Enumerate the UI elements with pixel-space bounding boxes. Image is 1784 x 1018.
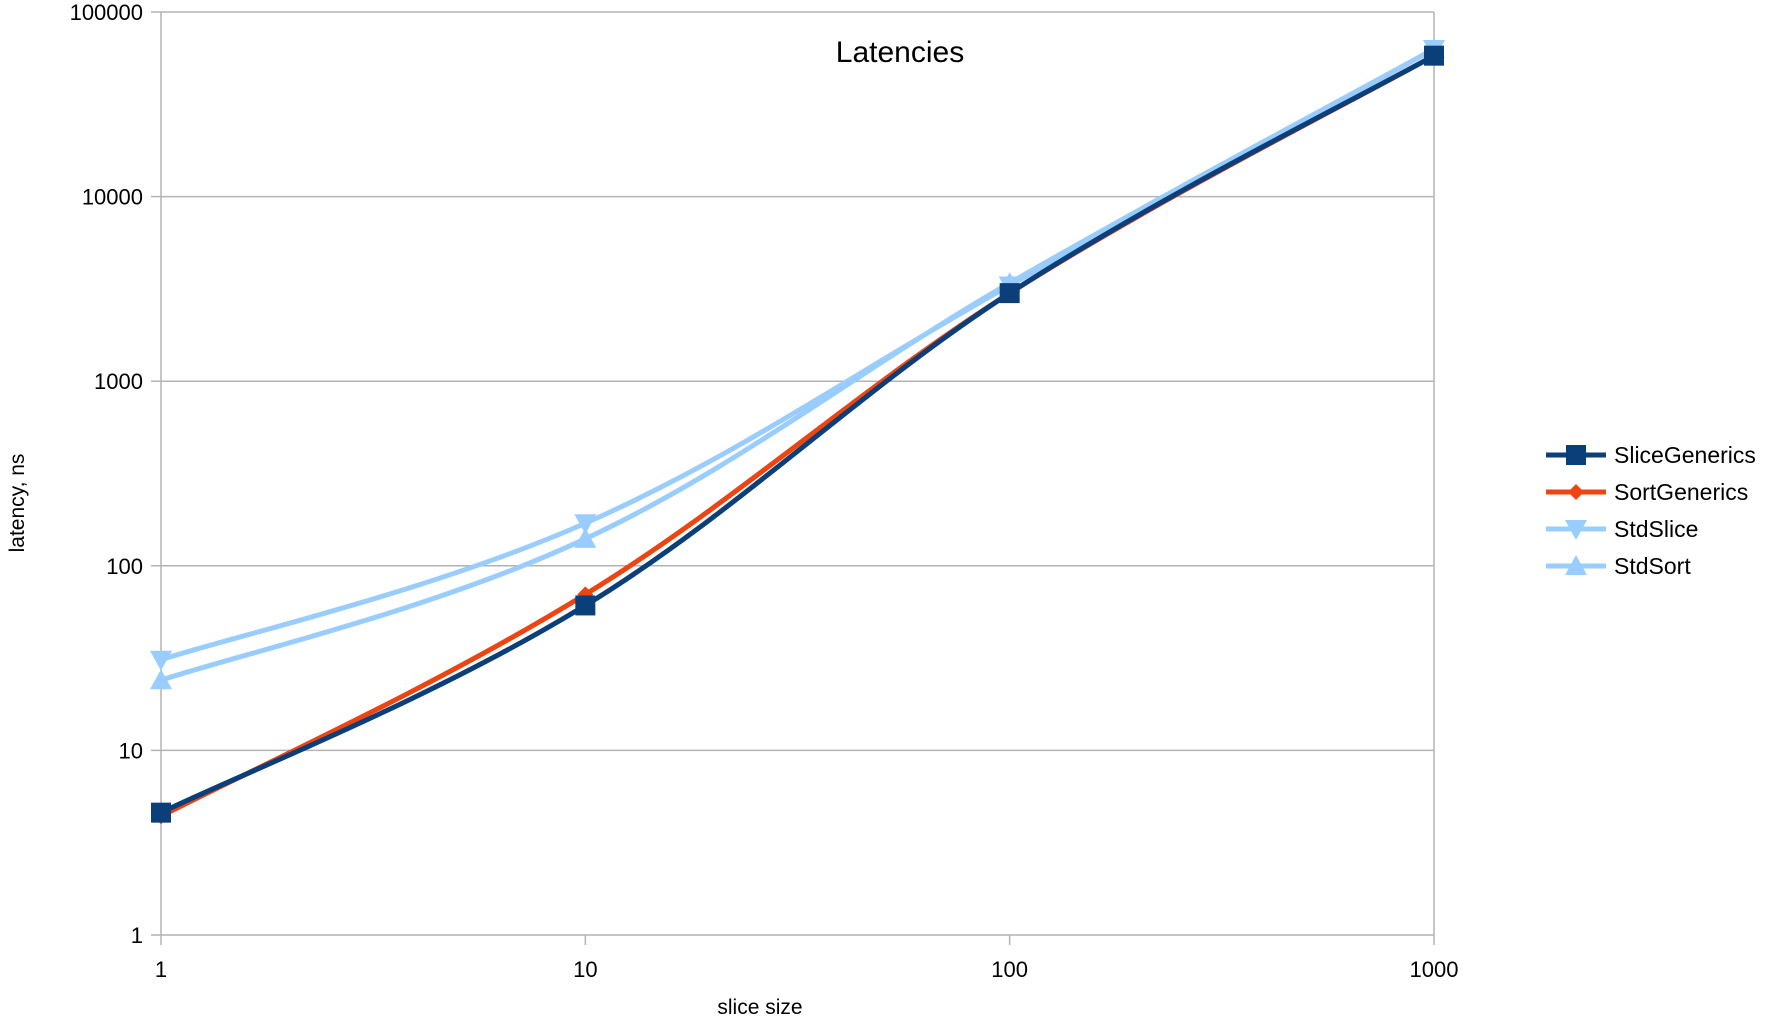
legend-item-stdsort: StdSort xyxy=(1546,553,1691,579)
grid-lines xyxy=(161,11,1434,936)
legend-label: SortGenerics xyxy=(1614,479,1748,505)
data-point-slicegenerics xyxy=(151,802,171,823)
y-tick-label: 1 xyxy=(131,923,143,948)
series-line-sortgenerics xyxy=(158,53,1437,819)
data-point-stdsort xyxy=(574,527,597,548)
data-point-slicegenerics xyxy=(575,595,596,616)
series-line-slicegenerics xyxy=(158,53,1437,816)
data-point-slicegenerics xyxy=(999,283,1020,304)
data-point-stdslice xyxy=(574,514,597,535)
legend: SliceGenerics SortGenerics StdSlice StdSort xyxy=(1546,442,1756,579)
data-point-slicegenerics xyxy=(1424,45,1444,66)
x-tick-label: 1000 xyxy=(1410,957,1459,982)
y-tick-label: 100000 xyxy=(70,0,143,25)
x-tick-label: 100 xyxy=(991,957,1028,982)
legend-item-stdslice: StdSlice xyxy=(1546,516,1698,542)
y-tick-labels: 1 10 100 1000 10000 100000 xyxy=(70,0,143,948)
legend-label: StdSlice xyxy=(1614,516,1698,542)
y-tick-label: 10 xyxy=(119,738,143,763)
x-axis-label: slice size xyxy=(717,996,802,1018)
series-stdslice xyxy=(150,40,1445,671)
x-tick-label: 10 xyxy=(573,957,597,982)
legend-swatch-marker xyxy=(1565,555,1587,575)
y-tick-label: 100 xyxy=(106,554,143,579)
legend-item-sortgenerics: SortGenerics xyxy=(1546,479,1748,505)
y-axis-label: latency, ns xyxy=(6,454,29,553)
data-point-stdslice xyxy=(150,650,172,671)
x-tick-label: 1 xyxy=(155,957,167,982)
legend-swatch-marker xyxy=(1565,520,1587,540)
series-line-stdsort xyxy=(158,46,1437,683)
legend-label: SliceGenerics xyxy=(1614,442,1756,468)
y-tick-label: 10000 xyxy=(82,185,143,210)
series-lines xyxy=(150,38,1445,825)
axes xyxy=(151,11,1435,945)
series-slicegenerics xyxy=(151,45,1444,823)
legend-item-slicegenerics: SliceGenerics xyxy=(1546,442,1756,468)
legend-swatch-marker xyxy=(1566,445,1586,465)
series-line-stdslice xyxy=(158,46,1437,663)
data-point-stdsort xyxy=(150,669,172,690)
legend-label: StdSort xyxy=(1614,553,1691,579)
chart-title: Latencies xyxy=(836,36,964,69)
y-tick-label: 1000 xyxy=(94,369,143,394)
series-stdsort xyxy=(150,38,1445,690)
series-sortgenerics xyxy=(153,47,1442,825)
legend-swatch-marker xyxy=(1568,484,1584,500)
x-tick-labels: 1 10 100 1000 xyxy=(155,957,1459,982)
